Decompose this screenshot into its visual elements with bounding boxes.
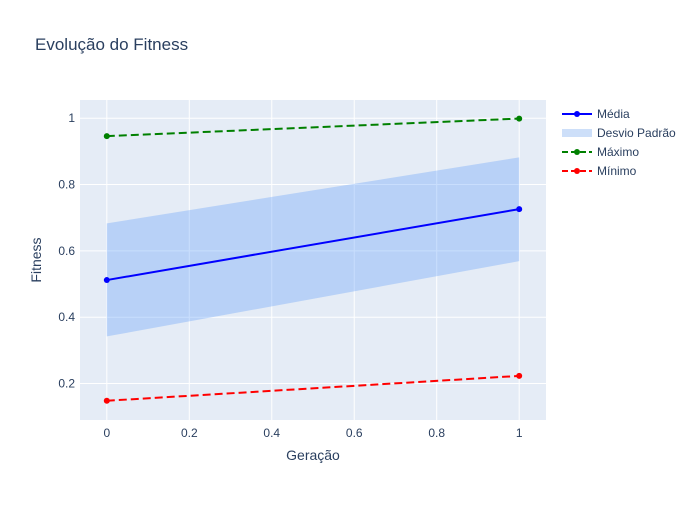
x-tick-labels: 0 0.2 0.4 0.6 0.8 1 [103,426,522,440]
y-tick-label: 0.2 [58,377,75,391]
minimo-line [106,374,520,402]
line-layer [106,117,520,402]
band-layer [106,157,520,337]
legend-marker [574,111,580,117]
x-tick-label: 0 [103,426,110,440]
x-tick-label: 0.8 [428,426,445,440]
legend-swatch [562,129,592,137]
legend-item-desvio-padrao[interactable]: Desvio Padrão [562,126,676,140]
y-tick-label: 0.4 [58,310,75,324]
legend-item-maximo[interactable]: Máximo [562,145,639,159]
desvio-padrao-band [106,157,520,337]
media-line [106,208,520,282]
marker-layer [103,115,523,404]
grid [80,100,546,420]
y-tick-label: 0.6 [58,244,75,258]
x-tick-label: 1 [516,426,523,440]
maximo-point [103,133,110,140]
legend-item-minimo[interactable]: Mínimo [562,164,637,178]
x-tick-label: 0.6 [346,426,363,440]
media-point [516,206,523,213]
legend[interactable]: Média Desvio Padrão Máximo Mínimo [562,107,676,178]
legend-marker [574,168,580,174]
legend-label: Média [597,107,630,121]
chart-title: Evolução do Fitness [35,35,188,54]
x-tick-label: 0.2 [181,426,198,440]
maximo-line [106,117,520,138]
minimo-point [103,397,110,404]
y-tick-label: 0.8 [58,178,75,192]
minimo-point [516,372,523,379]
y-tick-labels: 0.2 0.4 0.6 0.8 1 [58,111,75,390]
media-point [103,277,110,284]
legend-label: Máximo [597,145,639,159]
y-axis-title: Fitness [28,237,44,282]
plot-area [80,100,546,420]
legend-label: Desvio Padrão [597,126,676,140]
legend-item-media[interactable]: Média [562,107,630,121]
x-axis-title: Geração [286,447,340,463]
x-tick-label: 0.4 [263,426,280,440]
legend-marker [574,149,580,155]
y-tick-label: 1 [68,111,75,125]
legend-label: Mínimo [597,164,637,178]
maximo-point [516,115,523,122]
